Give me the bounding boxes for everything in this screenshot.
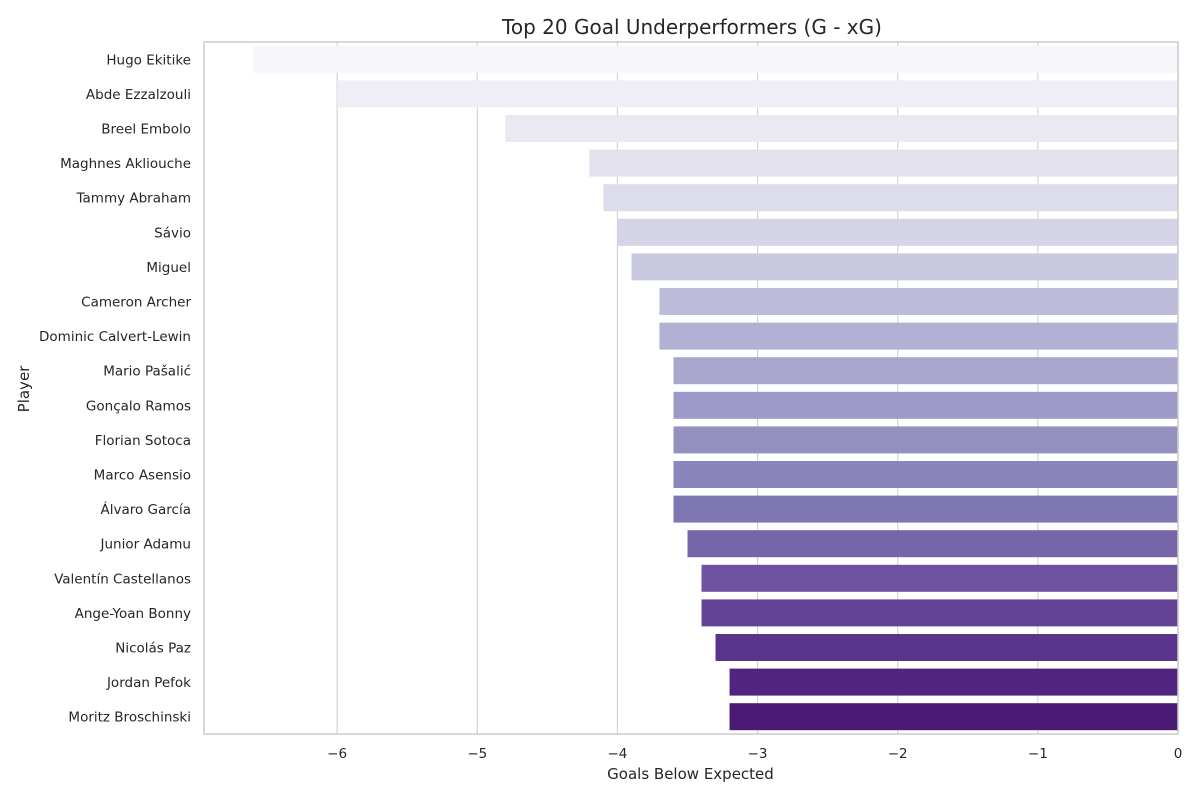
bar <box>673 391 1178 419</box>
y-category-label: Cameron Archer <box>81 295 191 311</box>
y-axis-categories: Hugo Ekitike Abde Ezzalzouli Breel Embolo M… <box>39 52 191 725</box>
y-category-label: Jordan Pefok <box>106 675 191 691</box>
bar <box>673 426 1178 454</box>
bar <box>337 80 1178 108</box>
bars-layer <box>253 45 1179 731</box>
x-tick-label: −6 <box>327 746 347 762</box>
y-category-label: Mario Pašalić <box>103 364 191 380</box>
y-category-label: Florian Sotoca <box>95 433 191 449</box>
bar <box>659 322 1178 350</box>
y-category-label: Nicolás Paz <box>115 641 191 657</box>
y-category-label: Gonçalo Ramos <box>86 398 191 414</box>
y-category-label: Valentín Castellanos <box>54 571 191 587</box>
y-category-label: Sávio <box>154 225 191 241</box>
bar <box>673 461 1178 488</box>
bar <box>701 599 1178 627</box>
bar <box>715 634 1178 661</box>
y-category-label: Dominic Calvert-Lewin <box>39 329 191 345</box>
bar <box>729 668 1178 696</box>
y-category-label: Álvaro García <box>101 501 192 518</box>
y-category-label: Tammy Abraham <box>76 191 191 207</box>
bar <box>659 288 1178 315</box>
x-tick-label: −3 <box>748 746 768 762</box>
y-category-label: Hugo Ekitike <box>106 52 191 68</box>
bar <box>673 495 1178 523</box>
x-tick-label: 0 <box>1174 746 1183 762</box>
y-category-label: Moritz Broschinski <box>68 710 191 726</box>
bar <box>505 115 1179 142</box>
y-category-label: Ange-Yoan Bonny <box>75 606 191 622</box>
plot-frame <box>203 41 1179 735</box>
y-category-label: Breel Embolo <box>101 122 191 138</box>
bar <box>687 530 1178 558</box>
x-axis-label: Goals Below Expected <box>607 765 774 783</box>
y-category-label: Miguel <box>146 260 191 276</box>
y-category-label: Junior Adamu <box>100 537 192 553</box>
bar <box>253 45 1178 73</box>
y-category-label: Marco Asensio <box>94 468 191 484</box>
chart-title: Top 20 Goal Underperformers (G - xG) <box>501 15 882 39</box>
grid-layer <box>336 42 1179 734</box>
x-tick-label: −5 <box>467 746 487 762</box>
x-axis-ticks: −6 −5 −4 −3 −2 −1 0 <box>327 746 1182 762</box>
bar <box>729 703 1178 731</box>
bar <box>631 253 1178 281</box>
x-tick-label: −1 <box>1028 746 1048 762</box>
bar <box>603 184 1178 212</box>
y-category-label: Maghnes Akliouche <box>60 156 191 172</box>
bar <box>589 149 1178 177</box>
bar <box>617 218 1178 246</box>
y-axis-label: Player <box>15 365 33 413</box>
bar <box>701 564 1178 592</box>
x-tick-label: −4 <box>607 746 627 762</box>
y-category-label: Abde Ezzalzouli <box>86 87 191 103</box>
bar <box>673 357 1178 385</box>
x-tick-label: −2 <box>888 746 908 762</box>
